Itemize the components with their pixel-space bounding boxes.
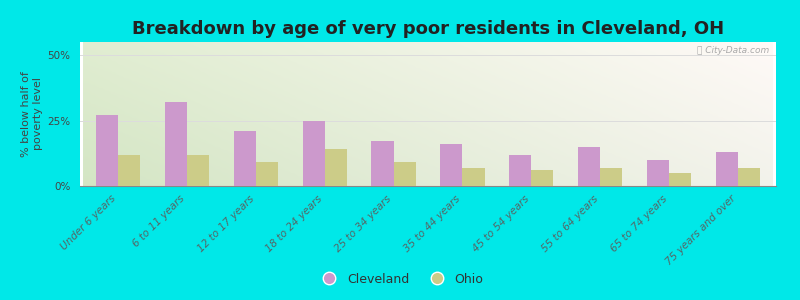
Bar <box>118 154 140 186</box>
Bar <box>441 144 462 186</box>
Bar <box>669 173 691 186</box>
Bar <box>578 147 600 186</box>
Bar <box>302 121 325 186</box>
Bar <box>462 168 485 186</box>
Bar <box>256 162 278 186</box>
Y-axis label: % below half of
poverty level: % below half of poverty level <box>22 71 43 157</box>
Bar <box>371 142 394 186</box>
Bar <box>531 170 554 186</box>
Bar <box>394 162 415 186</box>
Bar <box>716 152 738 186</box>
Legend: Cleveland, Ohio: Cleveland, Ohio <box>312 268 488 291</box>
Bar <box>510 154 531 186</box>
Bar <box>187 154 209 186</box>
Bar <box>647 160 669 186</box>
Bar <box>165 102 187 186</box>
Bar <box>325 149 346 186</box>
Bar <box>96 115 118 186</box>
Title: Breakdown by age of very poor residents in Cleveland, OH: Breakdown by age of very poor residents … <box>132 20 724 38</box>
Text: Ⓢ City-Data.com: Ⓢ City-Data.com <box>697 46 769 55</box>
Bar <box>738 168 760 186</box>
Bar <box>234 131 256 186</box>
Bar <box>600 168 622 186</box>
